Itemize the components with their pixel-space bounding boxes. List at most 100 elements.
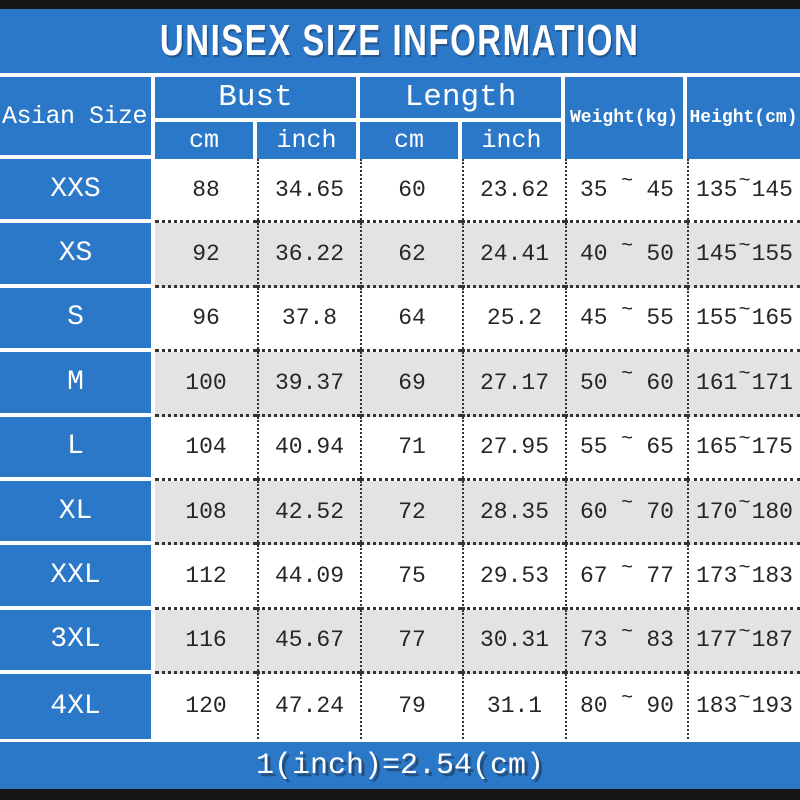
length-inch-value: 24.41: [462, 223, 565, 288]
bust-cm-value: 96: [155, 287, 257, 353]
tilde: ~: [620, 298, 633, 322]
bust-inch-value: 34.65: [257, 159, 360, 224]
length-cm-value: 79: [360, 674, 462, 739]
bust-cm-value: 92: [155, 223, 257, 288]
height-max: 193: [751, 693, 793, 720]
length-inch-value: 25.2: [462, 287, 565, 353]
footer-divider: [0, 739, 800, 742]
weight-max: 77: [646, 563, 674, 590]
size-label: XXL: [0, 545, 155, 610]
bust-inch-value: 36.22: [257, 223, 360, 288]
footer-note-bar: 1(inch)=2.54(cm): [0, 742, 800, 789]
weight-min: 55: [580, 434, 608, 461]
tilde: ~: [620, 427, 633, 451]
length-cm-value: 75: [360, 545, 462, 610]
weight-max: 55: [646, 305, 674, 332]
height-max: 155: [751, 241, 793, 268]
table-header: Asian Size Bust Length Weight(kg) Height…: [0, 77, 800, 159]
weight-range: 55 ~ 65: [565, 416, 687, 481]
height-range: 145 ~ 155: [687, 223, 800, 288]
height-range: 183 ~ 193: [687, 674, 800, 739]
length-cm-value: 69: [360, 352, 462, 417]
tilde: ~: [620, 556, 633, 580]
weight-range: 60 ~ 70: [565, 480, 687, 546]
weight-min: 45: [580, 305, 608, 332]
weight-min: 35: [580, 176, 608, 203]
tilde: ~: [620, 170, 633, 194]
bust-cm-value: 104: [155, 416, 257, 481]
header-bust-inch: inch: [257, 122, 360, 159]
top-black-bar: [0, 0, 800, 9]
height-min: 135: [696, 176, 738, 203]
length-inch-value: 27.95: [462, 416, 565, 481]
height-max: 183: [751, 563, 793, 590]
bust-inch-value: 45.67: [257, 609, 360, 675]
length-inch-value: 27.17: [462, 352, 565, 417]
inch-cm-conversion-note: 1(inch)=2.54(cm): [255, 748, 545, 783]
tilde: ~: [738, 298, 751, 322]
height-range: 165 ~ 175: [687, 416, 800, 481]
height-range: 161 ~ 171: [687, 352, 800, 417]
bust-inch-value: 42.52: [257, 480, 360, 546]
header-height-cm: Height(cm): [689, 108, 798, 128]
tilde: ~: [738, 170, 751, 194]
header-length: Length: [360, 77, 565, 122]
tilde: ~: [620, 686, 633, 710]
tilde: ~: [620, 492, 633, 516]
height-range: 170 ~ 180: [687, 480, 800, 546]
length-cm-value: 71: [360, 416, 462, 481]
size-label: 3XL: [0, 609, 155, 675]
height-max: 145: [751, 176, 793, 203]
length-inch-value: 28.35: [462, 480, 565, 546]
tilde: ~: [620, 620, 633, 644]
weight-max: 45: [646, 176, 674, 203]
weight-range: 35 ~ 45: [565, 159, 687, 224]
height-min: 183: [696, 693, 738, 720]
size-label: XS: [0, 223, 155, 288]
tilde: ~: [738, 686, 751, 710]
tilde: ~: [738, 363, 751, 387]
bust-inch-value: 37.8: [257, 287, 360, 353]
bust-inch-value: 39.37: [257, 352, 360, 417]
weight-range: 73 ~ 83: [565, 609, 687, 675]
size-label: S: [0, 287, 155, 353]
size-label: XXS: [0, 159, 155, 224]
weight-min: 60: [580, 498, 608, 525]
height-range: 173 ~ 183: [687, 545, 800, 610]
page-title: UNISEX SIZE INFORMATION: [160, 16, 640, 65]
height-range: 135 ~ 145: [687, 159, 800, 224]
height-min: 155: [696, 305, 738, 332]
weight-max: 65: [646, 434, 674, 461]
weight-range: 80 ~ 90: [565, 674, 687, 739]
bust-inch-value: 44.09: [257, 545, 360, 610]
height-min: 165: [696, 434, 738, 461]
height-max: 171: [751, 369, 793, 396]
tilde: ~: [738, 620, 751, 644]
bust-cm-value: 112: [155, 545, 257, 610]
weight-min: 50: [580, 369, 608, 396]
height-min: 145: [696, 241, 738, 268]
header-length-inch: inch: [462, 122, 565, 159]
length-cm-value: 72: [360, 480, 462, 546]
header-bust-cm: cm: [155, 122, 257, 159]
height-max: 187: [751, 627, 793, 654]
height-min: 173: [696, 563, 738, 590]
height-min: 177: [696, 627, 738, 654]
length-inch-value: 23.62: [462, 159, 565, 224]
height-max: 180: [751, 498, 793, 525]
size-label: 4XL: [0, 674, 155, 739]
bottom-black-bar: [0, 789, 800, 800]
size-label: M: [0, 352, 155, 417]
length-cm-value: 64: [360, 287, 462, 353]
header-asian-size: Asian Size: [0, 77, 155, 159]
tilde: ~: [738, 234, 751, 258]
size-label: XL: [0, 480, 155, 546]
title-bar: UNISEX SIZE INFORMATION: [0, 9, 800, 73]
size-label: L: [0, 416, 155, 481]
weight-range: 50 ~ 60: [565, 352, 687, 417]
length-cm-value: 60: [360, 159, 462, 224]
length-inch-value: 29.53: [462, 545, 565, 610]
title-divider: [0, 73, 800, 77]
table-body: XXS 88 34.65 60 23.62 35 ~ 45 135 ~ 145 …: [0, 159, 800, 739]
